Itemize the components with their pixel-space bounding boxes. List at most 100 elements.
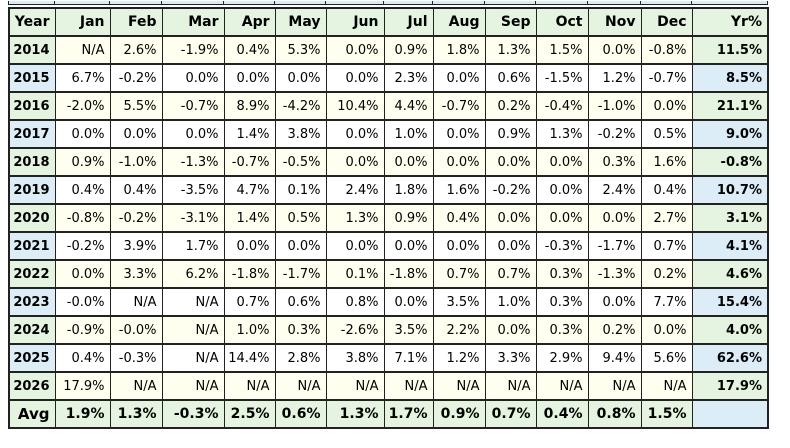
average-value-cell: 1.9% (54, 399, 111, 429)
row-2025: 2025 0.4% -0.3% N/A 14.4% 2.8% 3.8% 7.1% 1.2% 3.3… (8, 343, 769, 373)
year-cell: 2021 (8, 231, 56, 261)
month-value-cell: 0.0% (383, 147, 434, 177)
year-total-cell: 21.1% (691, 91, 769, 121)
month-value-cell: 6.7% (54, 63, 111, 93)
month-value-cell: 5.5% (109, 91, 163, 121)
month-value-cell: 0.0% (484, 231, 537, 261)
year-cell: 2020 (8, 203, 56, 233)
month-value-cell: -0.2% (109, 63, 163, 93)
month-value-cell: 0.5% (640, 119, 693, 149)
header-apr: Apr (223, 7, 276, 37)
month-value-cell: 0.9% (54, 147, 111, 177)
month-value-cell: -1.0% (109, 147, 163, 177)
year-cell: 2014 (8, 35, 56, 65)
month-value-cell: 0.2% (640, 259, 693, 289)
cutoff-cell (432, 1, 485, 5)
header-yr: Yr% (691, 7, 769, 37)
month-value-cell: 0.0% (484, 315, 537, 345)
year-total-cell: 4.1% (691, 231, 769, 261)
cutoff-cell (109, 1, 162, 5)
month-value-cell: -1.5% (535, 63, 589, 93)
average-value-cell: 1.5% (640, 399, 693, 429)
month-value-cell: 0.6% (484, 63, 537, 93)
month-value-cell: 17.9% (54, 371, 111, 401)
month-value-cell: 0.0% (587, 287, 642, 317)
month-value-cell: N/A (109, 287, 163, 317)
month-value-cell: 0.4% (640, 175, 693, 205)
month-value-cell: 0.3% (535, 287, 589, 317)
month-value-cell: 0.5% (274, 203, 327, 233)
month-value-cell: 1.8% (432, 35, 486, 65)
month-value-cell: 9.4% (587, 343, 642, 373)
average-value-cell: 1.3% (109, 399, 163, 429)
month-value-cell: 2.8% (274, 343, 327, 373)
month-value-cell: 0.0% (432, 119, 486, 149)
month-value-cell: 3.5% (432, 287, 486, 317)
cutoff-cell (587, 1, 641, 5)
month-value-cell: -1.3% (161, 147, 225, 177)
average-value-cell: 1.3% (325, 399, 385, 429)
year-total-cell: 3.1% (691, 203, 769, 233)
month-value-cell: 1.4% (223, 203, 276, 233)
month-value-cell: N/A (161, 287, 225, 317)
month-value-cell: 1.6% (432, 175, 486, 205)
month-value-cell: 0.4% (432, 203, 486, 233)
month-value-cell: 0.3% (535, 315, 589, 345)
month-value-cell: 0.0% (432, 231, 486, 261)
month-value-cell: 6.2% (161, 259, 225, 289)
month-value-cell: 1.5% (535, 35, 589, 65)
month-value-cell: 1.0% (223, 315, 276, 345)
month-value-cell: 2.2% (432, 315, 486, 345)
row-2023: 2023 -0.0% N/A N/A 0.7% 0.6% 0.8% 0.0% 3.5% 1.0% 0… (8, 287, 769, 317)
month-value-cell: 0.0% (325, 35, 385, 65)
year-total-cell: -0.8% (691, 147, 769, 177)
average-row: Avg 1.9% 1.3% -0.3% 2.5% 0.6% 1.3% 1.7% 0.9% 0.7%… (8, 399, 769, 429)
header-dec: Dec (640, 7, 693, 37)
month-value-cell: -1.9% (161, 35, 225, 65)
month-value-cell: -0.5% (274, 147, 327, 177)
month-value-cell: -1.3% (587, 259, 642, 289)
month-value-cell: -0.7% (432, 91, 486, 121)
month-value-cell: -2.0% (54, 91, 111, 121)
average-label-cell: Avg (8, 399, 56, 429)
year-cell: 2017 (8, 119, 56, 149)
month-value-cell: 3.5% (383, 315, 434, 345)
month-value-cell: -1.8% (383, 259, 434, 289)
month-value-cell: 0.0% (54, 119, 111, 149)
header-oct: Oct (535, 7, 589, 37)
month-value-cell: 0.0% (274, 63, 327, 93)
month-value-cell: -0.3% (535, 231, 589, 261)
month-value-cell: 0.6% (274, 287, 327, 317)
header-mar: Mar (161, 7, 225, 37)
month-value-cell: 0.0% (484, 147, 537, 177)
year-cell: 2026 (8, 371, 56, 401)
header-aug: Aug (432, 7, 486, 37)
average-total-cell (691, 399, 769, 429)
month-value-cell: 0.0% (535, 175, 589, 205)
month-value-cell: N/A (484, 371, 537, 401)
year-total-cell: 4.6% (691, 259, 769, 289)
month-value-cell: 14.4% (223, 343, 276, 373)
year-cell: 2019 (8, 175, 56, 205)
month-value-cell: 7.7% (640, 287, 693, 317)
month-value-cell: N/A (535, 371, 589, 401)
header-row: Year Jan Feb Mar Apr May Jun Jul Aug Sep Oct Nov Dec… (8, 7, 769, 37)
year-total-cell: 17.9% (691, 371, 769, 401)
year-total-cell: 62.6% (691, 343, 769, 373)
month-value-cell: 0.4% (54, 343, 111, 373)
month-value-cell: 0.4% (223, 35, 276, 65)
table-body: 2014 N/A 2.6% -1.9% 0.4% 5.3% 0.0% 0.9% 1.8% 1.3%… (8, 35, 769, 429)
month-value-cell: 0.0% (325, 231, 385, 261)
row-2015: 2015 6.7% -0.2% 0.0% 0.0% 0.0% 0.0% 2.3% 0.0% 0.6… (8, 63, 769, 93)
cutoff-row-strip (8, 1, 768, 5)
month-value-cell: 1.2% (587, 63, 642, 93)
month-value-cell: 0.0% (274, 231, 327, 261)
header-jan: Jan (54, 7, 111, 37)
month-value-cell: -1.0% (587, 91, 642, 121)
month-value-cell: 3.8% (325, 343, 385, 373)
month-value-cell: 0.0% (223, 63, 276, 93)
month-value-cell: 0.3% (535, 259, 589, 289)
month-value-cell: 3.8% (274, 119, 327, 149)
month-value-cell: N/A (383, 371, 434, 401)
